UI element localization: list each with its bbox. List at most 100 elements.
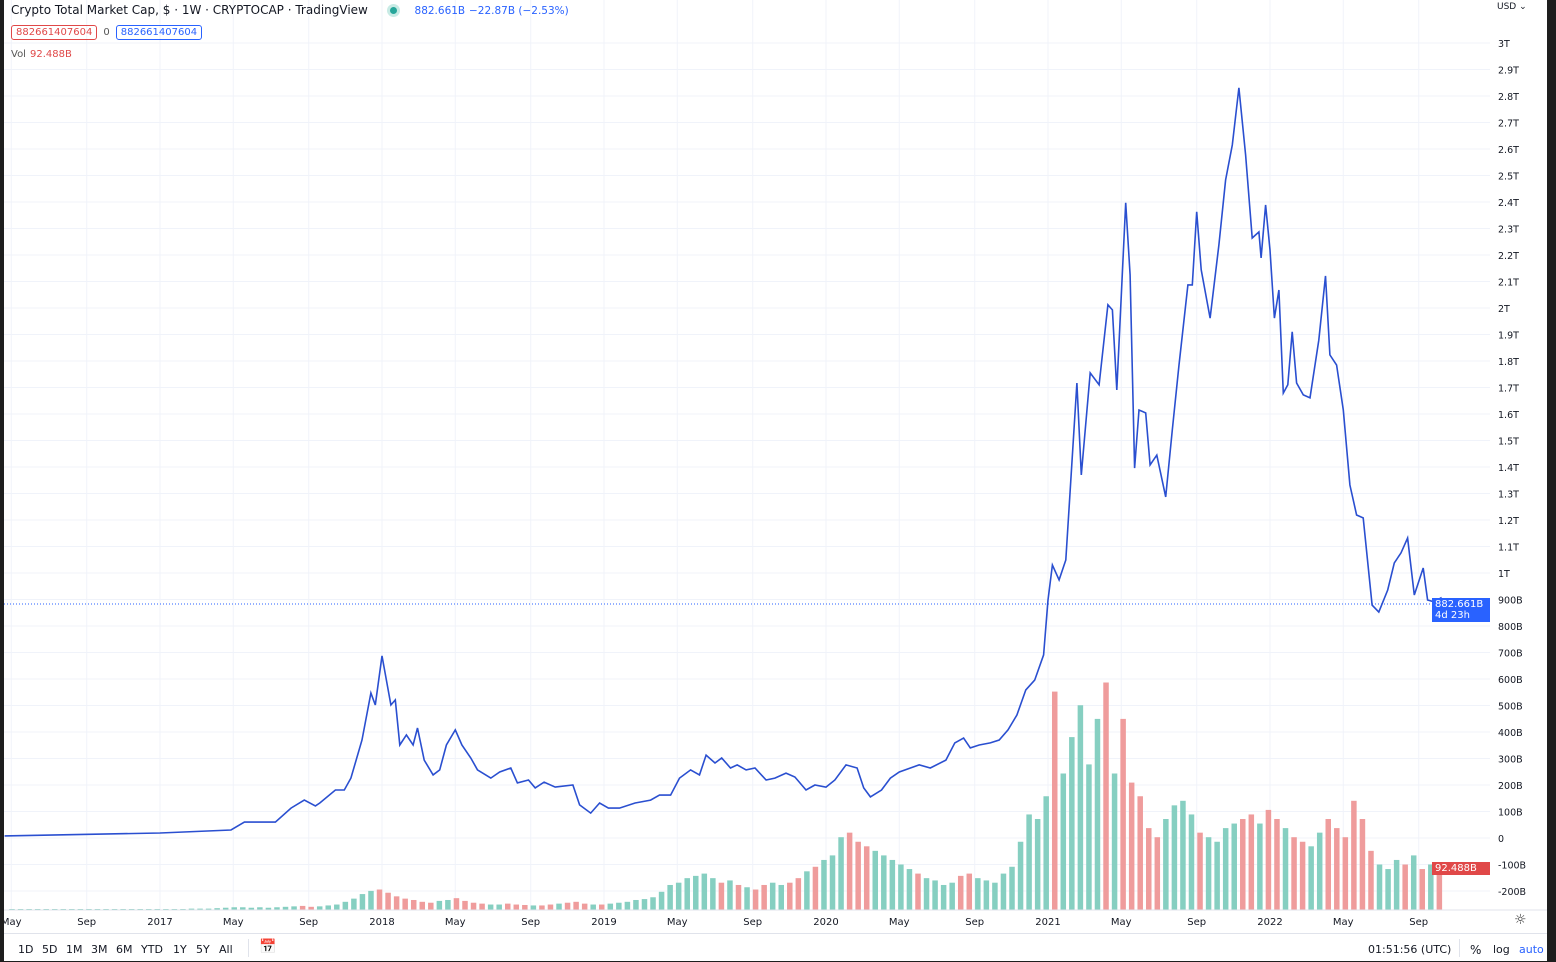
symbol-title[interactable]: Crypto Total Market Cap, $ · 1W · CRYPTO…	[11, 3, 368, 17]
volume-value: 92.488B	[29, 49, 72, 60]
sell-button[interactable]: 882661407604	[11, 25, 98, 40]
trade-row: 882661407604 0 882661407604	[11, 24, 203, 40]
settings-gear-icon[interactable]: ☼	[1514, 912, 1527, 928]
volume-bar	[1231, 823, 1237, 910]
volume-bar	[957, 875, 964, 910]
volume-bar	[1017, 841, 1024, 910]
x-tick-label: Sep	[299, 917, 318, 928]
volume-bar	[1351, 800, 1357, 910]
range-1y[interactable]: 1Y	[173, 943, 187, 956]
range-1d[interactable]: 1D	[18, 943, 34, 956]
range-5d[interactable]: 5D	[42, 943, 58, 956]
volume-bar	[547, 904, 554, 910]
volume-bar	[1265, 809, 1272, 910]
volume-bar	[479, 903, 485, 910]
volume-bar	[197, 908, 203, 910]
volume-bar	[795, 878, 802, 910]
buy-button[interactable]: 882661407604	[115, 25, 203, 40]
volume-bar	[1086, 764, 1092, 910]
volume-bar	[291, 906, 297, 910]
volume-bar	[282, 906, 289, 910]
volume-bar	[1051, 691, 1058, 910]
volume-bar	[188, 908, 195, 910]
currency-selector[interactable]: USD ⌄	[1497, 2, 1527, 12]
y-tick-label: 1.1T	[1498, 543, 1519, 554]
log-scale-toggle[interactable]: log	[1493, 943, 1510, 956]
volume-bar	[616, 902, 622, 910]
volume-bar	[1393, 859, 1400, 910]
volume-bar	[487, 904, 494, 910]
volume-bar	[975, 878, 981, 910]
volume-bar	[1009, 866, 1015, 910]
volume-bar	[658, 891, 665, 910]
percent-scale-toggle[interactable]: %	[1470, 943, 1482, 957]
y-tick-label: 1.7T	[1498, 384, 1519, 395]
volume-bar	[881, 855, 887, 910]
volume-bar	[1120, 718, 1126, 910]
price-chart[interactable]: 3T 2.9T 2.8T 2.7T 2.6T 2.5T 2.4T 2.3T 2.2T 2.1T 2T…	[4, 0, 1547, 933]
volume-bar	[778, 884, 784, 910]
volume-bar	[1188, 814, 1195, 910]
x-tick-label: May	[4, 917, 22, 928]
x-tick-label: May	[889, 917, 910, 928]
x-tick-label: May	[445, 917, 466, 928]
range-5y[interactable]: 5Y	[196, 943, 210, 956]
x-tick-label: May	[667, 917, 688, 928]
range-all[interactable]: All	[219, 943, 233, 956]
volume-bar	[744, 887, 750, 910]
y-tick-label: 400B	[1498, 728, 1523, 739]
volume-bar	[872, 850, 879, 910]
range-ytd[interactable]: YTD	[141, 943, 163, 956]
volume-bar	[445, 899, 451, 910]
x-tick-label: 2021	[1035, 917, 1060, 928]
volume-bar	[1000, 873, 1007, 910]
volume-bar	[530, 905, 537, 910]
volume-bar	[1419, 869, 1426, 910]
go-to-date-icon[interactable]: 📅	[259, 939, 277, 955]
divider	[1459, 939, 1460, 957]
y-tick-label: 1T	[1498, 569, 1510, 580]
range-3m[interactable]: 3M	[91, 943, 108, 956]
x-tick-label: Sep	[521, 917, 540, 928]
y-tick-label: 0	[1498, 834, 1504, 845]
volume-bar	[1308, 846, 1314, 910]
volume-bar	[923, 878, 930, 910]
range-1m[interactable]: 1M	[66, 943, 83, 956]
volume-bar	[846, 832, 853, 910]
clock-time[interactable]: 01:51:56 (UTC)	[1368, 943, 1452, 956]
y-tick-label: 2.4T	[1498, 198, 1519, 209]
volume-bar	[1436, 867, 1443, 910]
volume-bar	[1197, 832, 1203, 910]
volume-bars	[9, 682, 1443, 910]
volume-bar	[316, 906, 323, 910]
market-status-icon	[389, 6, 397, 14]
volume-bar	[769, 882, 776, 910]
volume-bar	[1180, 800, 1186, 910]
volume-bar	[761, 884, 767, 910]
volume-bar	[359, 894, 366, 910]
x-tick-label: 2022	[1257, 917, 1282, 928]
volume-bar	[265, 907, 272, 910]
volume-bar	[1257, 823, 1263, 910]
volume-bar	[599, 904, 605, 910]
x-tick-label: May	[1333, 917, 1354, 928]
y-tick-label: 200B	[1498, 781, 1523, 792]
volume-bar	[376, 889, 383, 910]
change-value: −22.87B (−2.53%)	[468, 5, 569, 17]
volume-bar	[889, 859, 896, 910]
volume-bar	[248, 907, 255, 910]
volume-bar	[222, 907, 229, 910]
volume-bar	[1026, 814, 1032, 910]
volume-bar	[436, 900, 443, 910]
volume-bar	[1248, 814, 1255, 910]
volume-bar	[1171, 805, 1178, 910]
last-price-badge: 882.661B 4d 23h	[1432, 598, 1490, 622]
auto-scale-toggle[interactable]: auto	[1519, 943, 1544, 956]
volume-bar	[581, 903, 588, 910]
y-tick-label: 2T	[1498, 304, 1510, 315]
volume-bar	[1043, 796, 1049, 910]
volume-bar	[257, 907, 263, 910]
range-6m[interactable]: 6M	[116, 943, 133, 956]
x-tick-label: Sep	[743, 917, 762, 928]
volume-bar	[1376, 864, 1383, 910]
